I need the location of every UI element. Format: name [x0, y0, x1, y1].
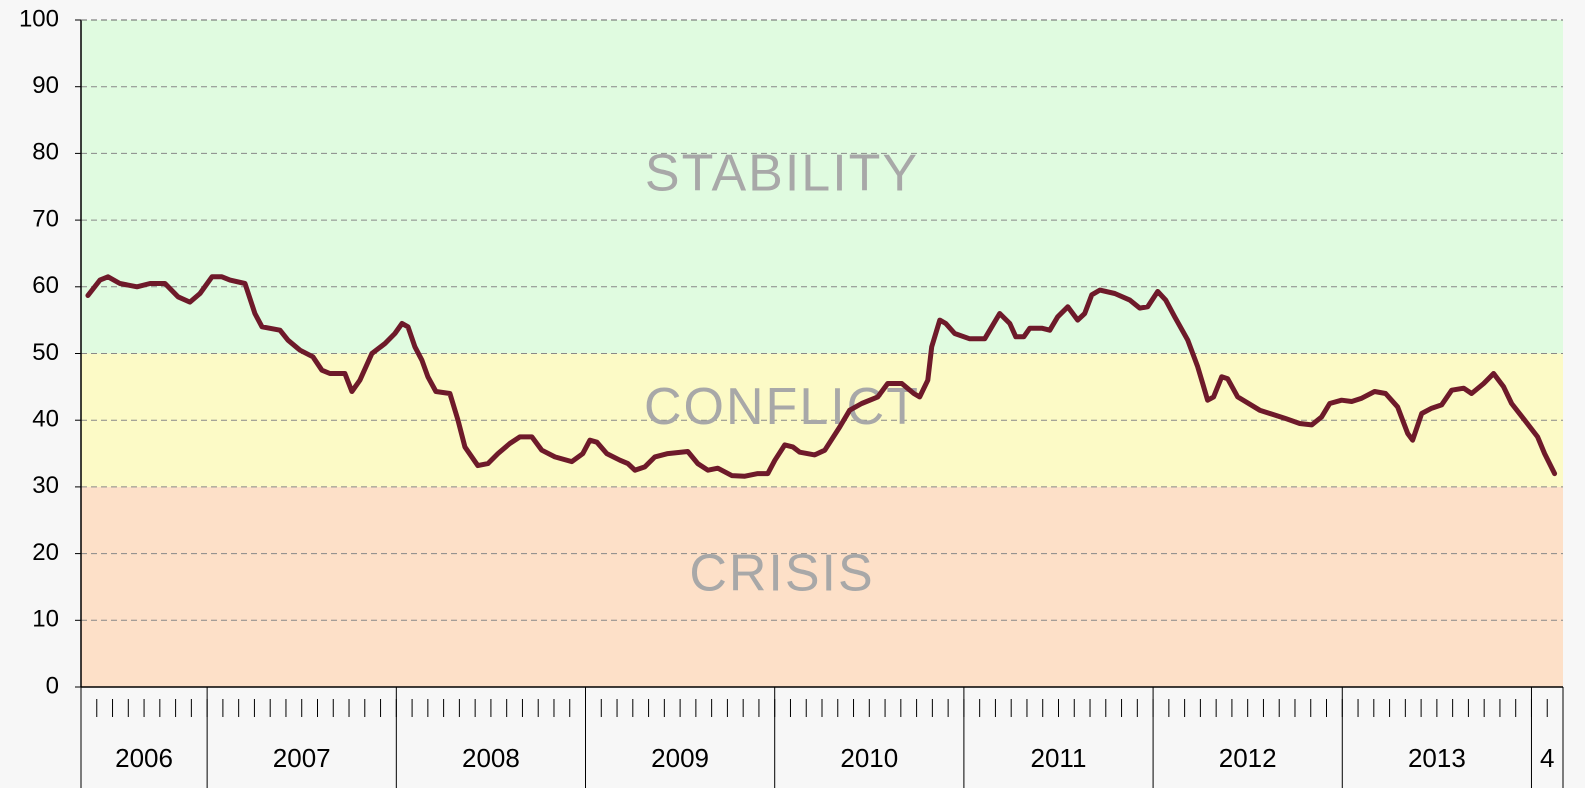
year-label: 2010: [840, 743, 898, 773]
y-tick-label: 10: [32, 606, 59, 633]
y-tick-label: 100: [19, 5, 59, 32]
year-label: 2006: [115, 743, 173, 773]
zone-band: [81, 486, 1563, 687]
y-tick-label: 70: [32, 205, 59, 232]
year-label: 4: [1540, 743, 1554, 773]
data-line: [85, 274, 1558, 479]
zone-label: CRISIS: [689, 545, 874, 603]
zone-band: [81, 20, 1563, 354]
y-tick-label: 40: [32, 406, 59, 433]
year-label: 2011: [1031, 743, 1087, 773]
year-label: 2013: [1408, 743, 1466, 773]
zone-label: CONFLICT: [644, 378, 920, 436]
year-label: 2008: [462, 743, 520, 773]
year-label: 2009: [651, 743, 709, 773]
y-tick-label: 80: [32, 139, 59, 166]
year-label: 2012: [1219, 743, 1277, 773]
year-label: 2007: [273, 743, 331, 773]
zone-label: STABILITY: [645, 144, 919, 202]
y-tick-label: 50: [32, 339, 59, 366]
y-tick-label: 0: [46, 672, 59, 699]
y-tick-label: 30: [32, 472, 59, 499]
y-tick-label: 60: [32, 272, 59, 299]
y-tick-label: 20: [32, 539, 59, 566]
y-tick-label: 90: [32, 72, 59, 99]
